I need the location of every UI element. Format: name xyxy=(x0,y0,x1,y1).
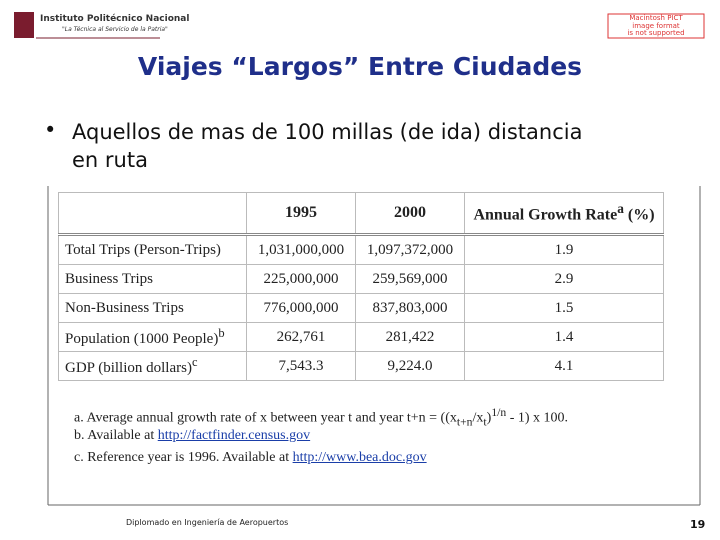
image-box xyxy=(607,13,705,39)
notice-line: Macintosh PICT xyxy=(629,14,683,22)
header-row: 1995 2000 Annual Growth Ratea (%) xyxy=(58,192,664,236)
table: 1995 2000 Annual Growth Ratea (%) Total … xyxy=(58,192,664,381)
fn-text: b. Available at xyxy=(74,428,158,443)
cell: 1.4 xyxy=(464,322,664,352)
motto: "La Técnica al Servicio de la Patria" xyxy=(62,26,168,33)
row-sup: c xyxy=(191,355,198,369)
row: Total Trips (Person-Trips) 1,031,000,000 1… xyxy=(58,234,664,265)
cell: 281,422 xyxy=(355,322,465,352)
row: Population (1000 People)b 262,761 281,422 1… xyxy=(58,322,664,352)
cell: 7,543.3 xyxy=(246,351,356,381)
bullet-dot: • xyxy=(44,118,57,142)
fn-text: a. Average annual growth rate of x betwe… xyxy=(74,410,457,426)
row-label: Non-Business Trips xyxy=(58,293,247,323)
cell: 837,803,000 xyxy=(355,293,465,323)
cell: 9,224.0 xyxy=(355,351,465,381)
bullet: Aquellos de mas de 100 millas (de ida) d… xyxy=(72,118,582,174)
bullet-line: en ruta xyxy=(72,148,148,172)
row-label: Business Trips xyxy=(58,264,247,294)
fn-text: ) xyxy=(486,410,492,426)
col-head: 1995 xyxy=(246,192,356,236)
row: Non-Business Trips 776,000,000 837,803,000… xyxy=(58,293,664,323)
logo xyxy=(14,12,34,38)
row-label-text: GDP (billion dollars) xyxy=(65,360,192,376)
fn-sup: 1/n xyxy=(491,406,507,419)
row: GDP (billion dollars)c 7,543.3 9,224.0 4.1 xyxy=(58,351,664,381)
footer-text: Diplomado en Ingeniería de Aeropuertos xyxy=(126,518,289,527)
cell: 262,761 xyxy=(246,322,356,352)
col-head: 2000 xyxy=(355,192,465,236)
institution: Instituto Politécnico Nacional xyxy=(40,14,190,24)
row-label: GDP (billion dollars)c xyxy=(58,351,247,381)
row-label-text: Total Trips (Person-Trips) xyxy=(65,241,221,258)
row-label: Population (1000 People)b xyxy=(58,322,247,352)
row-sup: b xyxy=(218,326,225,340)
col-sup: a xyxy=(617,201,624,217)
cell: 4.1 xyxy=(464,351,664,381)
title: Viajes “Largos” Entre Ciudades xyxy=(137,52,583,81)
row-label-text: Non-Business Trips xyxy=(65,299,184,316)
link[interactable]: http://factfinder.census.gov xyxy=(157,428,311,443)
row-label: Total Trips (Person-Trips) xyxy=(58,234,247,265)
footnote-c: c. Reference year is 1996. Available at … xyxy=(74,450,427,466)
fn-text: c. Reference year is 1996. Available at xyxy=(74,450,293,465)
cell: 225,000,000 xyxy=(246,264,356,294)
row-label-text: Population (1000 People) xyxy=(65,331,219,347)
notice-line: image format xyxy=(632,21,680,30)
link[interactable]: http://www.bea.doc.gov xyxy=(292,450,427,465)
cell: 1,097,372,000 xyxy=(355,234,465,265)
footnote-a: a. Average annual growth rate of x betwe… xyxy=(74,406,568,428)
page-number: 19 xyxy=(690,518,706,531)
cell: 1.9 xyxy=(464,234,664,265)
col-head: Annual Growth Ratea (%) xyxy=(464,192,664,236)
fn-sub: t xyxy=(483,415,487,429)
notice-line: is not supported xyxy=(627,29,685,37)
row-label-text: Business Trips xyxy=(65,270,153,287)
cell: 1.5 xyxy=(464,293,664,323)
fn-text: - 1) x 100. xyxy=(506,410,569,426)
row: Business Trips 225,000,000 259,569,000 2.9 xyxy=(58,264,664,294)
col-head-text: Annual Growth Rate xyxy=(473,206,618,224)
col-tail: (%) xyxy=(623,206,655,224)
corner xyxy=(58,192,247,236)
cell: 259,569,000 xyxy=(355,264,465,294)
cell: 1,031,000,000 xyxy=(246,234,356,265)
image-notice: Macintosh PICT image format is not suppo… xyxy=(608,14,704,38)
footnote-b: b. Available at http://factfinder.census… xyxy=(74,428,310,444)
fn-text: /x xyxy=(472,410,484,426)
cell: 2.9 xyxy=(464,264,664,294)
fn-sub: t+n xyxy=(456,415,473,429)
cell: 776,000,000 xyxy=(246,293,356,323)
bullet-line: Aquellos de mas de 100 millas (de ida) d… xyxy=(72,120,583,144)
